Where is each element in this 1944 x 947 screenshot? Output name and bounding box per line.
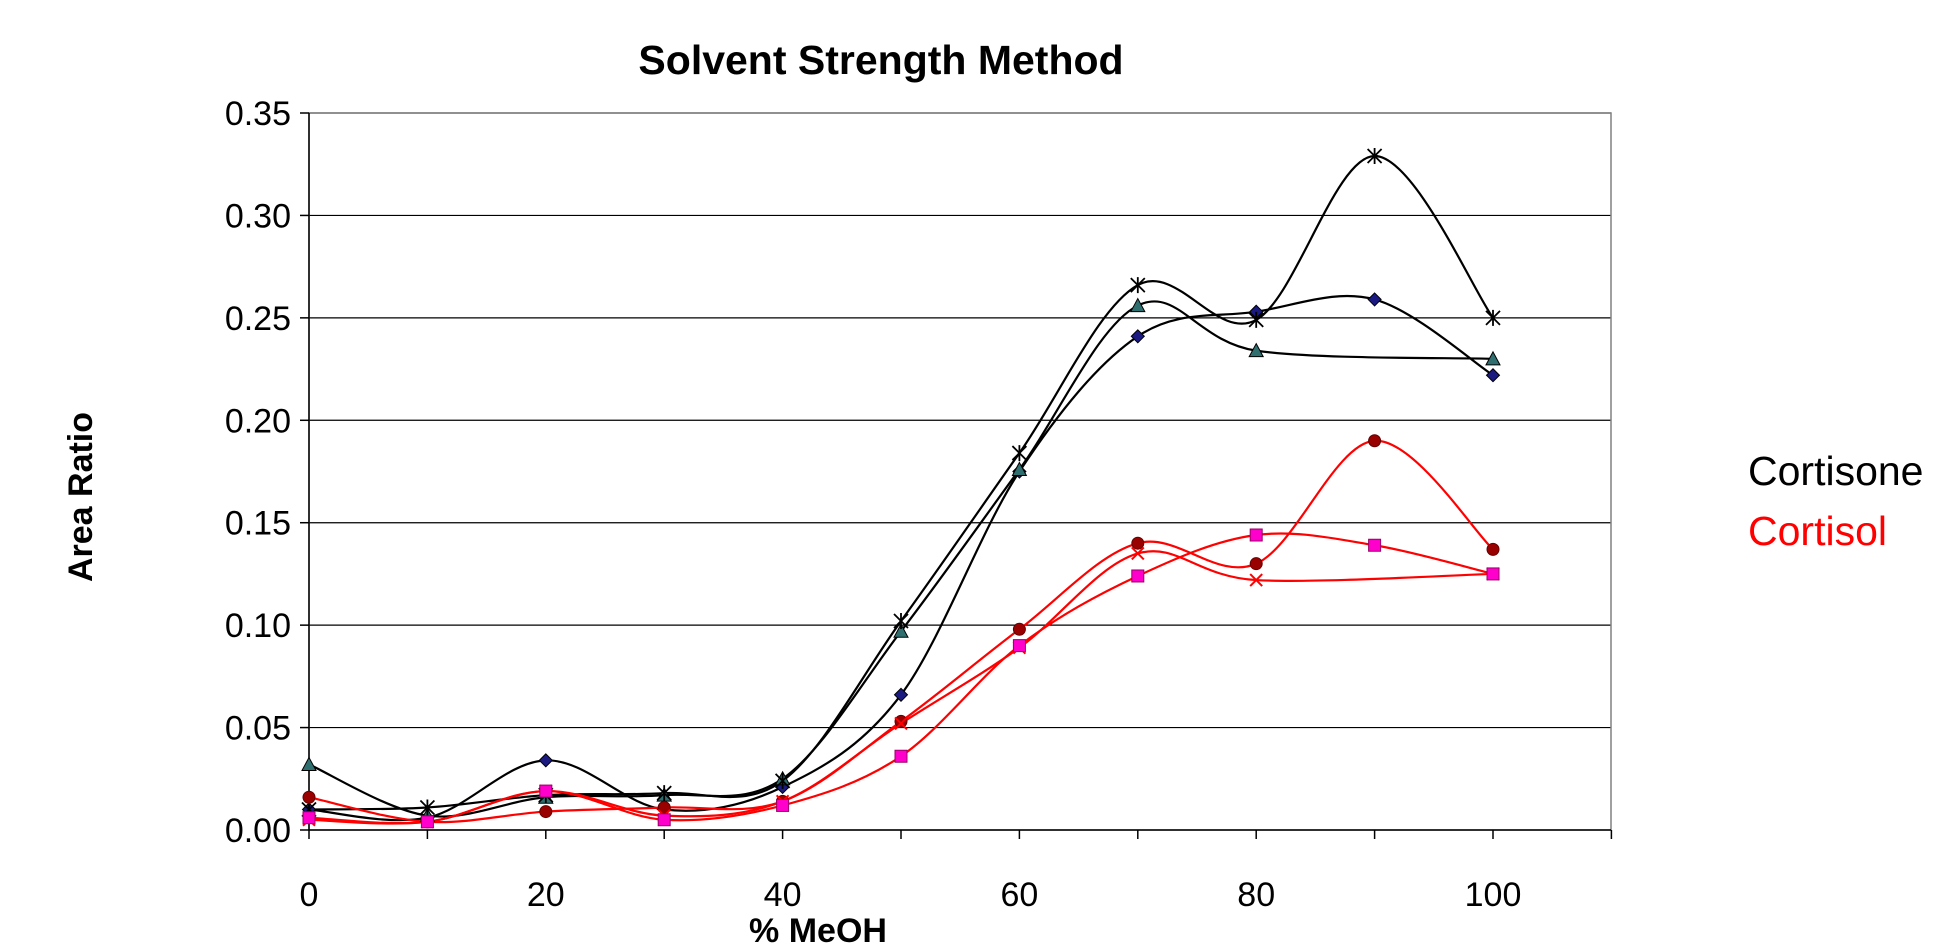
y-axis-ticks: 0.00 0.05 0.10 0.15 0.20 0.25 0.30 0.35 bbox=[225, 95, 309, 850]
data-point bbox=[1366, 148, 1383, 165]
data-point bbox=[1367, 292, 1382, 307]
data-point bbox=[1249, 528, 1263, 542]
series-line bbox=[308, 294, 1494, 822]
data-point bbox=[1130, 277, 1146, 294]
legend: Cortisone Cortisol bbox=[1748, 448, 1923, 554]
data-point bbox=[1131, 546, 1145, 561]
data-point bbox=[1131, 569, 1145, 583]
data-point bbox=[893, 623, 909, 638]
chart-title: Solvent Strength Method bbox=[638, 37, 1123, 83]
data-point bbox=[1012, 639, 1026, 653]
data-point bbox=[1249, 573, 1263, 587]
data-point bbox=[894, 749, 908, 763]
y-tick-label: 0.15 bbox=[225, 505, 291, 543]
x-tick-label: 80 bbox=[1237, 876, 1275, 914]
legend-label: Cortisol bbox=[1748, 508, 1887, 554]
data-point bbox=[1368, 538, 1382, 552]
series-line bbox=[308, 439, 1494, 824]
y-tick-label: 0.35 bbox=[225, 95, 291, 133]
x-tick-label: 0 bbox=[300, 876, 319, 914]
data-point bbox=[1131, 536, 1145, 550]
y-axis-title: Area Ratio bbox=[62, 412, 100, 582]
data-point bbox=[1368, 434, 1382, 448]
data-point bbox=[1129, 297, 1146, 313]
data-point bbox=[1485, 368, 1501, 383]
data-point bbox=[1486, 567, 1500, 581]
x-tick-label: 60 bbox=[1000, 876, 1038, 914]
x-tick-label: 20 bbox=[527, 876, 565, 914]
data-point bbox=[419, 799, 436, 816]
data-point bbox=[301, 756, 317, 771]
data-point bbox=[1130, 329, 1146, 344]
data-point bbox=[893, 613, 909, 630]
data-point bbox=[774, 772, 791, 789]
x-tick-label: 100 bbox=[1465, 876, 1522, 914]
data-point bbox=[1486, 542, 1500, 556]
data-point bbox=[1248, 342, 1265, 358]
data-point bbox=[1011, 461, 1028, 476]
data-point bbox=[893, 687, 909, 703]
y-tick-label: 0.05 bbox=[225, 710, 291, 748]
data-point bbox=[1485, 309, 1501, 326]
axes bbox=[308, 113, 1611, 831]
y-tick-label: 0.10 bbox=[225, 607, 291, 645]
y-tick-label: 0.25 bbox=[225, 300, 291, 338]
data-point bbox=[302, 790, 316, 804]
data-point bbox=[657, 813, 671, 827]
legend-label: Cortisone bbox=[1748, 448, 1923, 494]
x-axis-ticks: 0 20 40 60 80 100 bbox=[300, 830, 1613, 914]
x-tick-label: 40 bbox=[764, 876, 802, 914]
data-point bbox=[1012, 622, 1026, 636]
data-point bbox=[539, 784, 553, 798]
data-point bbox=[539, 805, 553, 819]
data-point bbox=[1011, 445, 1028, 462]
data-point bbox=[894, 714, 908, 728]
series-markers bbox=[301, 148, 1501, 829]
series-line bbox=[308, 300, 1494, 818]
data-point bbox=[894, 716, 908, 731]
data-point bbox=[776, 798, 790, 812]
data-point bbox=[656, 785, 672, 802]
data-point bbox=[1249, 557, 1263, 571]
y-tick-label: 0.30 bbox=[225, 197, 291, 235]
y-tick-label: 0.00 bbox=[225, 812, 291, 850]
data-point bbox=[302, 811, 316, 825]
data-point bbox=[420, 815, 434, 829]
data-point bbox=[538, 753, 554, 768]
data-point bbox=[1485, 350, 1501, 366]
x-axis-title: % MeOH bbox=[749, 912, 887, 947]
y-tick-label: 0.20 bbox=[225, 402, 291, 440]
data-point bbox=[1248, 311, 1264, 328]
